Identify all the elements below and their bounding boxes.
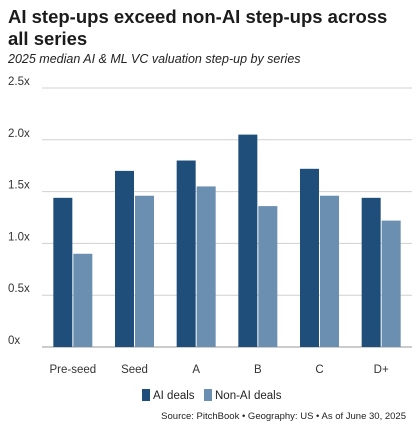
y-tick-label: 2.0x: [8, 128, 30, 140]
y-tick-label: 0x: [8, 335, 20, 347]
y-tick-label: 0.5x: [8, 283, 30, 295]
bar-non-ai-b: [258, 206, 278, 347]
bar-non-ai-d-: [381, 220, 401, 347]
y-tick-label: 1.0x: [8, 231, 30, 243]
chart-title: AI step-ups exceed non-AI step-ups acros…: [8, 6, 388, 49]
gridlines: [42, 87, 412, 348]
x-axis-ticks: Pre-seed Seed A B C D+: [49, 364, 388, 376]
x-tick-label: A: [192, 364, 200, 376]
legend-item-non-ai-label: Non-AI deals: [215, 390, 282, 402]
bar-non-ai-pre-seed: [73, 253, 93, 347]
x-tick-label: Seed: [121, 364, 148, 376]
legend-item-ai-label: AI deals: [153, 390, 195, 402]
legend-item-ai-swatch: [142, 389, 150, 401]
bars: [53, 134, 401, 347]
bar-non-ai-seed: [135, 195, 154, 347]
bar-non-ai-c: [320, 195, 339, 347]
x-tick-label: D+: [374, 364, 389, 376]
source-note: Source: PitchBook • Geography: US • As o…: [161, 411, 406, 422]
y-axis-ticks: 0x 0.5x 1.0x 1.5x 2.0x 2.5x: [8, 76, 30, 347]
legend-item-non-ai-swatch: [204, 389, 212, 401]
y-tick-label: 1.5x: [8, 180, 30, 192]
bar-ai-d-: [361, 197, 381, 347]
bar-ai-a: [176, 160, 196, 347]
legend: AI deals Non-AI deals: [142, 389, 282, 402]
bar-ai-b: [238, 134, 258, 347]
bar-ai-pre-seed: [53, 197, 73, 347]
x-tick-label: B: [254, 364, 262, 376]
bar-ai-c: [300, 168, 319, 347]
chart-subtitle: 2025 median AI & ML VC valuation step-up…: [8, 52, 301, 66]
x-tick-label: C: [315, 364, 323, 376]
x-tick-label: Pre-seed: [49, 364, 96, 376]
bar-non-ai-a: [196, 186, 216, 347]
bar-ai-seed: [115, 170, 134, 347]
y-tick-label: 2.5x: [8, 76, 30, 88]
